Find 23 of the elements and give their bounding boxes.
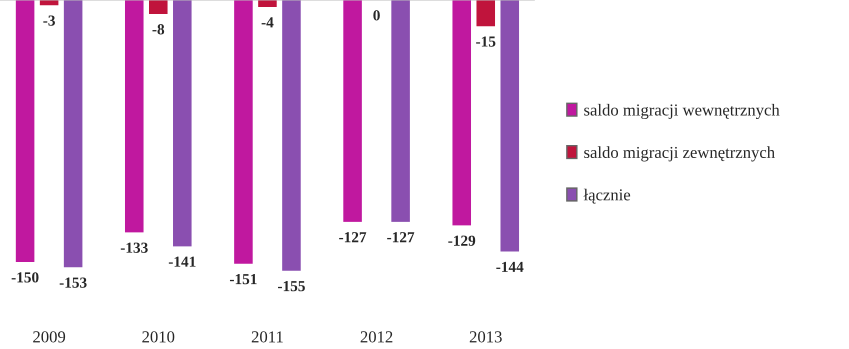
legend-label: saldo migracji wewnętrznych bbox=[584, 104, 780, 120]
legend-label: łącznie bbox=[584, 188, 630, 204]
data-label: -129 bbox=[448, 236, 476, 246]
data-label: -155 bbox=[278, 281, 305, 292]
data-label: -127 bbox=[387, 232, 414, 242]
x-tick-label: 2009 bbox=[33, 331, 66, 342]
data-label: -4 bbox=[262, 17, 274, 28]
legend-label: saldo migracji zewnętrznych bbox=[584, 146, 775, 162]
x-tick-label: 2011 bbox=[252, 331, 283, 342]
data-label: -3 bbox=[43, 15, 55, 26]
data-label: -153 bbox=[60, 278, 87, 288]
data-label: -133 bbox=[120, 242, 148, 253]
data-label: -127 bbox=[339, 232, 366, 242]
data-label: -8 bbox=[152, 24, 164, 34]
data-label: -151 bbox=[230, 274, 257, 284]
data-label: -141 bbox=[168, 256, 196, 267]
data-label: -150 bbox=[12, 272, 39, 283]
x-tick-label: 2012 bbox=[360, 331, 392, 342]
x-tick-label: 2013 bbox=[470, 331, 502, 342]
data-label: -144 bbox=[496, 262, 524, 272]
data-label: -15 bbox=[476, 36, 496, 47]
x-tick-label: 2010 bbox=[142, 331, 174, 342]
data-label: 0 bbox=[373, 10, 380, 20]
